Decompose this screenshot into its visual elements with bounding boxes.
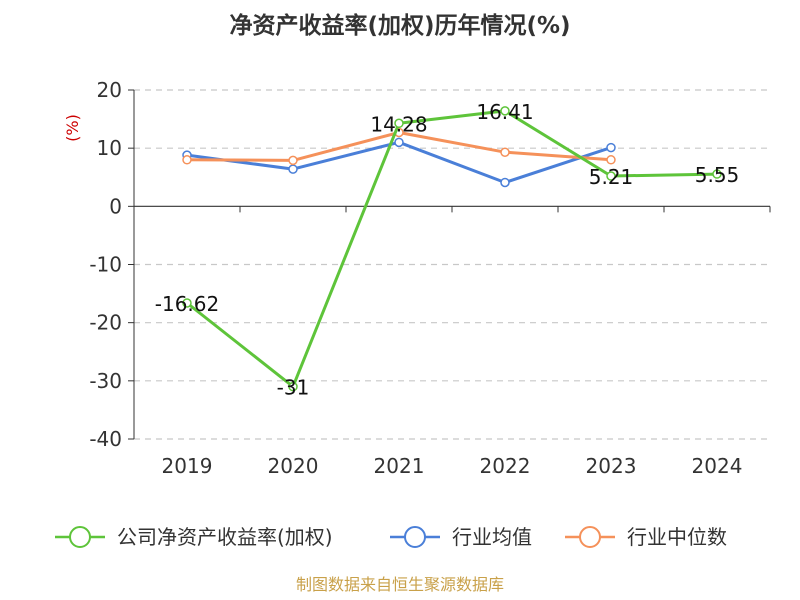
data-labels: -16.62 -31 14.28 16.41 5.21 5.55 [155, 100, 740, 400]
legend-marker [404, 526, 426, 548]
legend: 公司净资产收益率(加权) 行业均值 行业中位数 [55, 525, 727, 549]
series-lines [182, 106, 722, 392]
x-tick-label: 2021 [374, 454, 425, 478]
data-label: 16.41 [476, 100, 533, 124]
data-label: 5.21 [589, 165, 634, 189]
y-tick-label: -30 [89, 369, 122, 393]
legend-marker [579, 526, 601, 548]
data-point-0 [288, 381, 298, 392]
legend-label: 公司净资产收益率(加权) [117, 525, 333, 549]
data-point-1 [500, 177, 510, 188]
y-tick-label: -40 [89, 427, 122, 451]
data-point-1 [606, 142, 616, 153]
y-tick-label: 20 [97, 78, 122, 102]
y-tick-label: -20 [89, 311, 122, 335]
x-tick-label: 2020 [268, 454, 319, 478]
data-point-0 [182, 298, 192, 308]
data-point-0 [606, 171, 616, 181]
x-tick-label: 2022 [480, 454, 531, 478]
x-tick-label: 2023 [586, 454, 637, 478]
chart-title: 净资产收益率(加权)历年情况(%) [229, 12, 570, 39]
grid-lines [134, 89, 770, 440]
y-axis-unit-label: (%) [63, 114, 82, 142]
data-point-1 [288, 164, 298, 174]
y-tick-label: -10 [89, 253, 122, 277]
source-note: 制图数据来自恒生聚源数据库 [296, 575, 504, 594]
legend-label: 行业均值 [452, 525, 532, 549]
data-label: -31 [277, 376, 310, 400]
x-tick-label: 2024 [692, 454, 743, 478]
data-label: 14.28 [370, 112, 427, 136]
data-point-2 [182, 155, 192, 165]
data-point-0 [712, 169, 722, 179]
x-tick-label: 2019 [162, 454, 213, 478]
y-tick-label: 0 [109, 194, 122, 218]
data-point-2 [606, 155, 616, 165]
data-label: 5.55 [695, 163, 740, 187]
legend-marker [69, 526, 91, 548]
data-point-2 [288, 155, 298, 166]
data-point-2 [500, 147, 510, 157]
data-point-0 [500, 106, 510, 116]
legend-label: 行业中位数 [627, 525, 727, 549]
y-tick-label: 10 [97, 136, 122, 160]
data-point-1 [394, 137, 404, 148]
data-label: -16.62 [155, 292, 219, 316]
axes: 20 10 0 -10 -20 -30 -40 2019 2020 2021 2022 2023 202… [89, 78, 771, 478]
data-point-0 [394, 118, 404, 129]
series-line-0 [186, 109, 718, 389]
